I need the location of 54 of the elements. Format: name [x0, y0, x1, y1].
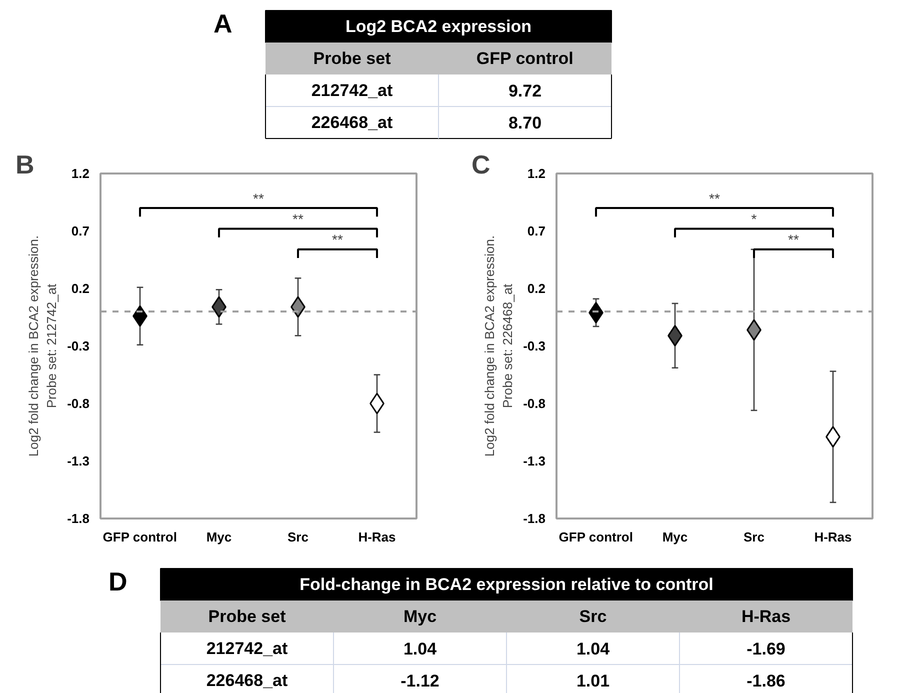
- y-tick-label: 0.2: [71, 281, 90, 296]
- category-label: Probe set: [208, 607, 286, 626]
- annotation: *: [751, 210, 758, 227]
- text: B: [16, 150, 34, 180]
- y-tick-label: -0.3: [523, 338, 546, 354]
- y-tick-label: 0.2: [527, 281, 546, 296]
- text: 1.04: [576, 640, 610, 658]
- x-tick-label: GFP control: [102, 530, 177, 544]
- y-tick-label: 0.7: [527, 224, 546, 238]
- annotation: **: [253, 190, 264, 206]
- text: 1.04: [403, 640, 437, 658]
- y-axis-title: Log2 fold change in BCA2 expression. Probe set: 212742_at: [26, 235, 60, 457]
- text: A: [214, 8, 232, 38]
- category-label: 212742_at: [206, 639, 288, 658]
- text: -1.69: [746, 640, 786, 658]
- y-tick-label: -1.3: [67, 454, 90, 468]
- y-tick-label: -0.8: [523, 396, 546, 411]
- category-label: 226468_at: [311, 113, 393, 132]
- x-tick-label: Myc: [206, 530, 232, 544]
- category-label: Src: [579, 607, 607, 626]
- annotation: **: [292, 210, 304, 227]
- text: 8.70: [508, 114, 542, 132]
- x-tick-label: Myc: [662, 530, 688, 544]
- y-tick-label: 1.2: [527, 166, 546, 181]
- category-label: Probe set: [313, 49, 392, 68]
- y-tick-label: -0.8: [67, 396, 90, 411]
- y-tick-label: -1.3: [523, 454, 546, 468]
- category-label: Myc: [403, 607, 437, 626]
- x-tick-label: Src: [288, 530, 308, 544]
- text: Log2 BCA2 expression: [345, 17, 532, 36]
- text: 1.01: [576, 672, 610, 690]
- text: -1.86: [746, 672, 786, 690]
- text: Fold-change in BCA2 expression relative to control: [300, 575, 714, 594]
- y-tick-label: -0.3: [67, 338, 90, 354]
- annotation: **: [709, 190, 720, 206]
- category-label: 212742_at: [311, 81, 393, 100]
- text: -1.12: [400, 672, 440, 690]
- text: D: [108, 566, 128, 596]
- text: 9.72: [508, 82, 542, 100]
- category-label: 226468_at: [206, 671, 288, 690]
- category-label: GFP control: [476, 49, 574, 68]
- y-tick-label: -1.8: [67, 511, 90, 526]
- y-tick-label: 0.7: [71, 224, 90, 238]
- x-tick-label: H-Ras: [358, 530, 396, 544]
- y-axis-title: Log2 fold change in BCA2 expression. Probe set: 226468_at: [482, 235, 516, 457]
- annotation: **: [332, 232, 344, 248]
- x-tick-label: GFP control: [558, 530, 633, 544]
- annotation: **: [788, 232, 800, 248]
- y-tick-label: -1.8: [523, 511, 546, 526]
- category-label: H-Ras: [741, 607, 791, 626]
- x-tick-label: H-Ras: [814, 530, 852, 544]
- y-tick-label: 1.2: [71, 166, 90, 181]
- text: C: [472, 150, 490, 180]
- x-tick-label: Src: [744, 530, 764, 544]
